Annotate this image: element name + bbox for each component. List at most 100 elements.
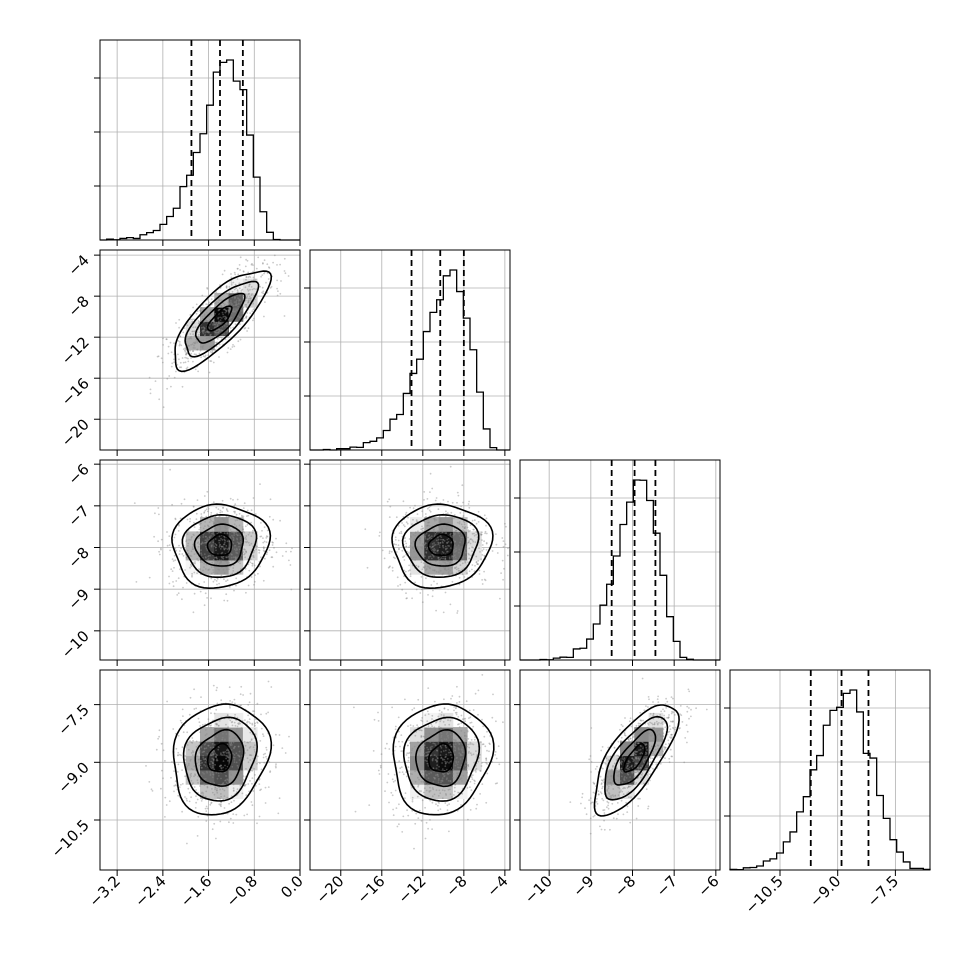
contour-2-1-3 <box>391 503 494 590</box>
scatter-point-1-0-574 <box>195 303 198 306</box>
scatter-point-1-0-144 <box>232 304 235 307</box>
scatter-point-2-0-121 <box>235 533 238 536</box>
scatter-point-1-0-351 <box>253 278 256 281</box>
scatter-point-1-0-514 <box>189 349 191 352</box>
scatter-point-3-0-299 <box>235 813 238 816</box>
scatter-point-3-0-474 <box>252 710 254 712</box>
scatter-point-2-0-147 <box>196 499 199 501</box>
scatter-point-1-0-193 <box>215 331 218 334</box>
scatter-point-2-0-92 <box>171 558 174 560</box>
scatter-point-2-1-682 <box>478 569 481 572</box>
scatter-point-1-0-126 <box>250 263 253 266</box>
scatter-point-2-1-630 <box>396 576 399 579</box>
scatter-point-1-0-643 <box>239 338 242 341</box>
scatter-point-3-2-213 <box>619 728 621 731</box>
scatter-point-1-0-685 <box>238 299 241 302</box>
density-cell-3-1-9-7 <box>438 755 454 771</box>
scatter-point-2-0-52 <box>221 556 224 559</box>
scatter-point-2-0-522 <box>158 513 160 516</box>
scatter-point-1-0-187 <box>192 333 195 336</box>
scatter-point-1-0-631 <box>209 334 212 336</box>
scatter-point-1-0-531 <box>242 295 245 298</box>
scatter-point-1-0-235 <box>241 288 244 291</box>
scatter-point-2-0-59 <box>252 497 255 499</box>
scatter-point-2-0-58 <box>245 550 248 553</box>
scatter-point-1-0-37 <box>210 298 213 300</box>
scatter-point-2-0-40 <box>215 544 218 547</box>
scatter-point-3-1-353 <box>372 750 375 752</box>
scatter-point-2-1-491 <box>434 499 437 502</box>
scatter-point-1-0-612 <box>217 321 220 324</box>
density-cell-3-1-11-7 <box>467 755 482 771</box>
scatter-point-1-0-456 <box>198 331 201 334</box>
density-cell-2-0-6-7 <box>185 545 201 561</box>
scatter-point-2-0-487 <box>172 585 175 588</box>
scatter-point-1-0-253 <box>216 301 218 303</box>
scatter-point-3-2-164 <box>705 708 708 711</box>
scatter-point-2-1-403 <box>364 528 367 531</box>
scatter-point-1-0-458 <box>224 309 227 312</box>
scatter-point-3-0-291 <box>228 821 230 824</box>
scatter-point-3-1-302 <box>354 810 357 813</box>
scatter-point-3-2-610 <box>686 710 689 713</box>
scatter-point-3-2-502 <box>617 813 619 816</box>
scatter-point-3-0-246 <box>234 702 236 705</box>
scatter-point-1-0-344 <box>202 329 205 332</box>
scatter-point-2-1-625 <box>391 569 394 572</box>
scatter-point-1-0-41 <box>245 303 248 306</box>
scatter-point-2-0-665 <box>173 566 175 569</box>
scatter-point-2-1-369 <box>420 588 423 591</box>
scatter-point-1-0-625 <box>208 301 211 304</box>
scatter-point-2-0-169 <box>135 581 138 583</box>
scatter-point-1-0-308 <box>200 326 203 329</box>
scatter-point-1-0-373 <box>236 291 239 294</box>
scatter-point-3-1-305 <box>388 801 390 804</box>
scatter-point-2-0-406 <box>262 579 265 582</box>
scatter-point-2-1-483 <box>460 505 462 508</box>
scatter-point-1-0-24 <box>230 282 233 284</box>
scatter-point-1-0-364 <box>250 294 253 297</box>
scatter-point-2-0-171 <box>243 502 246 505</box>
scatter-point-1-0-478 <box>250 286 253 288</box>
scatter-point-1-0-569 <box>218 328 221 331</box>
scatter-point-2-1-520 <box>404 581 407 584</box>
scatter-point-2-0-149 <box>158 550 161 553</box>
scatter-point-3-1-653 <box>494 782 497 785</box>
scatter-point-2-0-14 <box>160 548 162 551</box>
grid-layer <box>100 40 930 870</box>
scatter-point-3-0-73 <box>256 822 258 825</box>
scatter-point-1-0-269 <box>261 274 264 276</box>
scatter-point-3-1-422 <box>448 830 450 833</box>
scatter-point-1-0-203 <box>167 345 170 348</box>
scatter-point-1-0-606 <box>210 360 213 362</box>
scatter-point-3-2-604 <box>690 715 692 718</box>
scatter-point-1-0-578 <box>169 341 172 344</box>
scatter-point-3-1-463 <box>392 808 394 811</box>
scatter-point-3-0-332 <box>205 820 208 822</box>
scatter-point-2-1-29 <box>485 517 488 520</box>
scatter-point-1-0-35 <box>269 287 272 289</box>
scatter-point-1-0-156 <box>207 337 210 339</box>
scatter-point-3-2-216 <box>584 807 586 810</box>
scatter-point-3-2-455 <box>599 825 601 828</box>
scatter-point-3-1-645 <box>413 847 415 850</box>
scatter-point-1-0-112 <box>238 298 241 301</box>
scatter-point-3-0-669 <box>267 786 270 788</box>
scatter-point-1-0-366 <box>248 295 251 298</box>
y-tick-label-1-4: −4 <box>64 251 92 279</box>
scatter-point-3-0-512 <box>240 704 243 707</box>
scatter-point-1-0-97 <box>166 387 169 390</box>
scatter-point-3-1-82 <box>477 689 480 692</box>
scatter-point-2-1-586 <box>414 504 416 507</box>
scatter-point-1-0-157 <box>229 307 231 310</box>
scatter-point-3-0-180 <box>158 729 161 732</box>
scatter-point-1-0-215 <box>272 261 274 264</box>
scatter-point-3-2-668 <box>652 701 654 703</box>
frame-histogram-panel-2 <box>519 459 721 661</box>
scatter-point-1-0-28 <box>188 337 190 340</box>
scatter-point-1-0-29 <box>206 287 209 289</box>
x-tick-label-0-0: −3.2 <box>85 872 123 910</box>
scatter-point-2-0-68 <box>265 535 268 537</box>
scatter-point-1-0-38 <box>209 360 212 362</box>
scatter-point-1-0-162 <box>287 275 290 277</box>
